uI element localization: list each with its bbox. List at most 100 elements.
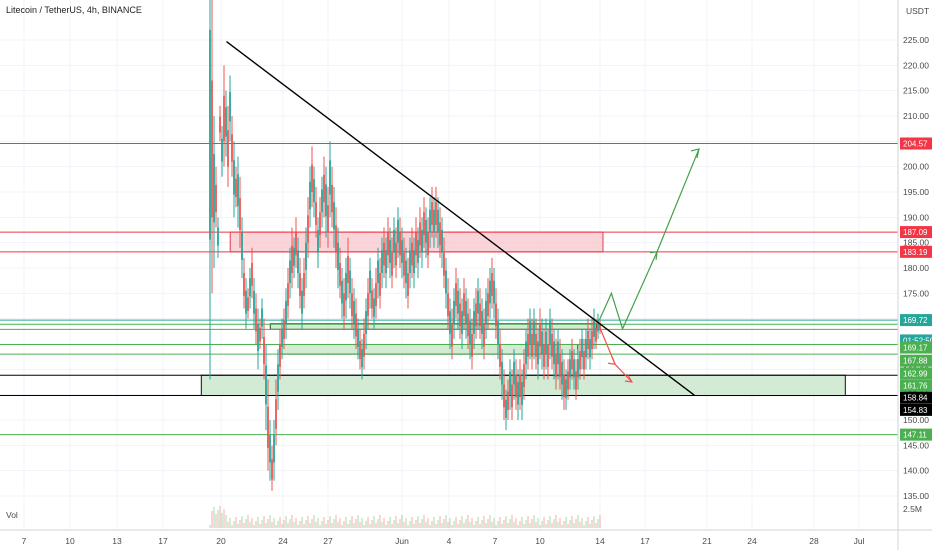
price-badge-label: 01:52:50 [903,336,932,345]
candle-body [441,230,443,253]
volume-bar [413,524,415,528]
candle-body [357,328,359,348]
candle-body [561,361,563,385]
volume-bar [549,516,551,528]
candle-body [427,232,429,256]
candle-body [487,293,489,317]
candle-body [523,364,525,388]
candle-body [431,202,433,225]
candle-body [565,379,567,398]
volume-bar [559,518,561,528]
candle-body [209,29,211,240]
candle-body [483,323,485,347]
volume-bar [353,523,355,528]
time-tick: 7 [22,536,27,546]
volume-bar [495,525,497,528]
price-badge-label: 154.83 [903,406,928,415]
candle-body [513,361,515,385]
volume-bar [491,522,493,528]
price-tick: 195.00 [903,187,929,197]
volume-bar [363,525,365,528]
price-badge [900,314,932,327]
candle-body [531,333,533,357]
volume-bar [219,506,221,528]
volume-bar [461,516,463,528]
price-badge-label: 158.84 [903,394,928,403]
candle-body [465,300,467,324]
candle-body [499,344,501,367]
candle-body [489,280,491,304]
volume-bar [483,516,485,528]
volume-bar [565,517,567,528]
volume-bar [573,523,575,528]
candle-body [331,184,333,213]
candle-body [263,336,265,365]
candle-body [509,371,511,395]
candle-body [459,303,461,327]
volume-bar [213,507,215,528]
volume-bar [499,517,501,528]
price-badge-label: 183.19 [903,248,928,257]
volume-bar [595,523,597,528]
candle-body [567,371,569,390]
volume-bar [407,525,409,528]
candle-body [511,384,513,408]
candle-body [461,311,463,334]
volume-tick: 2.5M [903,504,922,514]
volume-bar [585,521,587,528]
candle-body [281,328,283,348]
price-tick: 150.00 [903,415,929,425]
volume-bar [441,523,443,528]
volume-bar [327,520,329,528]
volume-bar [523,524,525,528]
volume-bar [589,524,591,528]
candle-body [221,138,223,162]
time-tick: 24 [747,536,757,546]
candle-body [211,80,213,218]
candle-body [453,300,455,324]
volume-bar [251,518,253,528]
volume-bar [365,521,367,528]
candle-body [341,280,343,304]
volume-bar [555,515,557,528]
candle-body [437,209,439,233]
candle-body [449,311,451,334]
chart-grid [0,0,898,530]
candle-body [273,435,275,463]
volume-bar [521,517,523,528]
volume-bar [269,515,271,528]
candle-body [423,212,425,236]
volume-bar [457,524,459,528]
volume-bar [351,516,353,528]
volume-bar [445,515,447,528]
candle-body [239,198,241,230]
volume-bar [231,525,233,528]
candle-body [265,365,267,405]
candle-body [455,283,457,306]
volume-bar [305,520,307,528]
candle-body [451,323,453,347]
candle-body [309,181,311,210]
volume-bar [333,519,335,528]
candle-body [291,245,293,274]
volume-bar [215,514,217,528]
volume-bar [317,518,319,528]
volume-bar [477,517,479,528]
volume-bar [381,522,383,528]
volume-bar [571,516,573,528]
candle-body [313,179,315,203]
candle-body [333,202,335,230]
candle-body [557,341,559,365]
price-badge-label: 187.09 [903,228,928,237]
candle-body [217,227,219,246]
volume-bar [493,518,495,528]
candle-body [367,293,369,317]
candle-body [219,116,221,133]
time-tick: 17 [640,536,650,546]
volume-bar [431,521,433,528]
candle-body [529,321,531,344]
candle-body [227,130,229,167]
candle-body [547,344,549,367]
volume-bar [389,517,391,528]
